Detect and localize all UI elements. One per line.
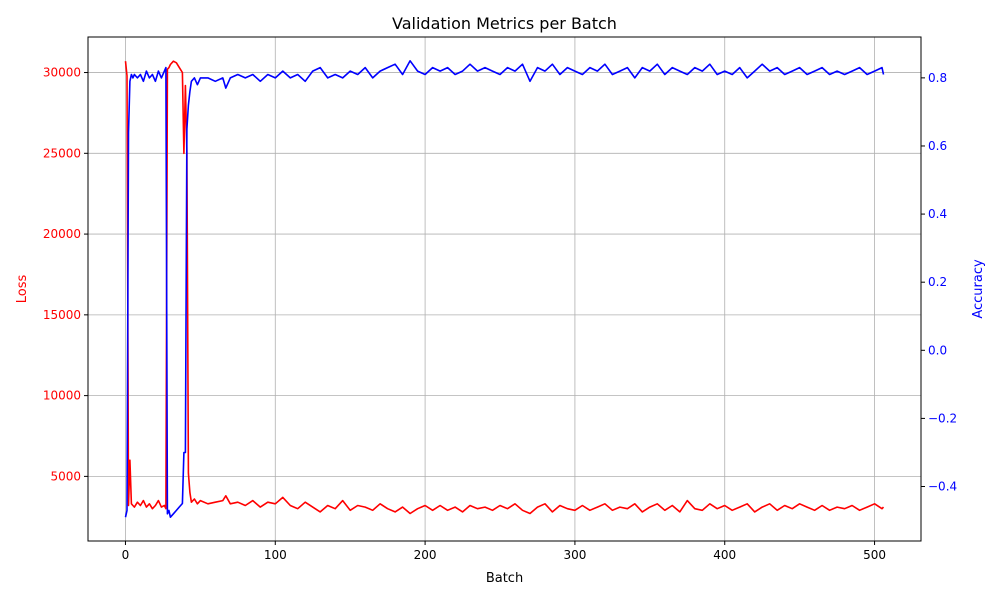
x-tick-label: 100: [264, 548, 287, 562]
left-tick-label: 15000: [43, 308, 81, 322]
left-tick-label: 20000: [43, 227, 81, 241]
x-tick-label: 300: [563, 548, 586, 562]
x-axis-label: Batch: [486, 571, 523, 586]
right-axis: −0.4 −0.2 0.0 0.2 0.4 0.6 0.8: [921, 71, 957, 494]
series-layer: [124, 59, 885, 519]
right-tick-label: −0.4: [928, 480, 957, 494]
right-axis-label: Accuracy: [971, 259, 986, 319]
accuracy-line: [124, 59, 885, 519]
right-tick-label: −0.2: [928, 411, 957, 425]
x-tick-label: 500: [863, 548, 886, 562]
left-tick-label: 5000: [50, 469, 81, 483]
loss-line: [124, 60, 885, 515]
x-tick-label: 200: [414, 548, 437, 562]
left-axis-label: Loss: [15, 275, 30, 304]
plot-frame: [87, 36, 922, 542]
left-tick-label: 25000: [43, 146, 81, 160]
right-tick-label: 0.4: [928, 207, 947, 221]
grid: [88, 37, 921, 541]
x-tick-label: 400: [713, 548, 736, 562]
right-tick-label: 0.6: [928, 139, 947, 153]
x-tick-label: 0: [122, 548, 130, 562]
right-tick-label: 0.8: [928, 71, 947, 85]
right-tick-label: 0.2: [928, 275, 947, 289]
x-axis: 0 100 200 300 400 500: [122, 541, 886, 562]
left-tick-label: 10000: [43, 389, 81, 403]
right-tick-label: 0.0: [928, 343, 947, 357]
chart-title: Validation Metrics per Batch: [392, 14, 617, 33]
left-axis: 5000 10000 15000 20000 25000 30000: [43, 66, 88, 483]
left-tick-label: 30000: [43, 66, 81, 80]
